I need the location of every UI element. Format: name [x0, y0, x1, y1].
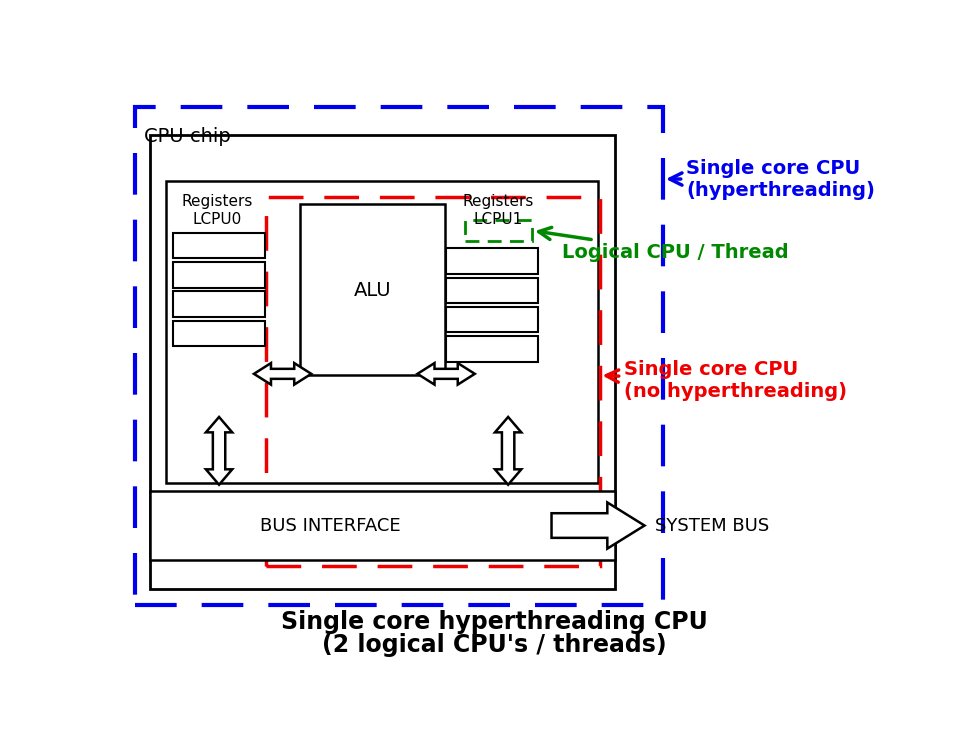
- Bar: [151, 135, 615, 590]
- Bar: [174, 292, 264, 317]
- Bar: [174, 320, 264, 346]
- Bar: [446, 248, 538, 274]
- PathPatch shape: [254, 363, 312, 385]
- Bar: [166, 182, 598, 483]
- Text: Single core CPU
(hyperthreading): Single core CPU (hyperthreading): [670, 158, 875, 200]
- PathPatch shape: [206, 417, 233, 485]
- Text: ALU: ALU: [354, 281, 392, 300]
- Bar: [134, 107, 663, 605]
- Text: Registers
LCPU0: Registers LCPU0: [181, 195, 253, 227]
- PathPatch shape: [552, 502, 645, 549]
- Bar: [174, 262, 264, 287]
- Text: CPU chip: CPU chip: [144, 127, 231, 146]
- Bar: [446, 277, 538, 303]
- Text: (2 logical CPU's / threads): (2 logical CPU's / threads): [322, 633, 667, 657]
- Bar: [174, 233, 264, 259]
- Bar: [151, 491, 615, 560]
- Text: Single core CPU
(no hyperthreading): Single core CPU (no hyperthreading): [606, 360, 847, 401]
- PathPatch shape: [495, 417, 521, 485]
- Text: BUS INTERFACE: BUS INTERFACE: [260, 516, 400, 535]
- Bar: [266, 197, 599, 566]
- Text: Logical CPU / Thread: Logical CPU / Thread: [538, 228, 789, 262]
- Bar: [446, 336, 538, 361]
- Bar: [446, 307, 538, 333]
- Text: Registers
LCPU1: Registers LCPU1: [462, 195, 534, 227]
- Bar: [300, 204, 445, 375]
- PathPatch shape: [418, 363, 475, 385]
- Text: Single core hyperthreading CPU: Single core hyperthreading CPU: [281, 610, 707, 634]
- Bar: [465, 220, 532, 241]
- Text: SYSTEM BUS: SYSTEM BUS: [655, 516, 770, 535]
